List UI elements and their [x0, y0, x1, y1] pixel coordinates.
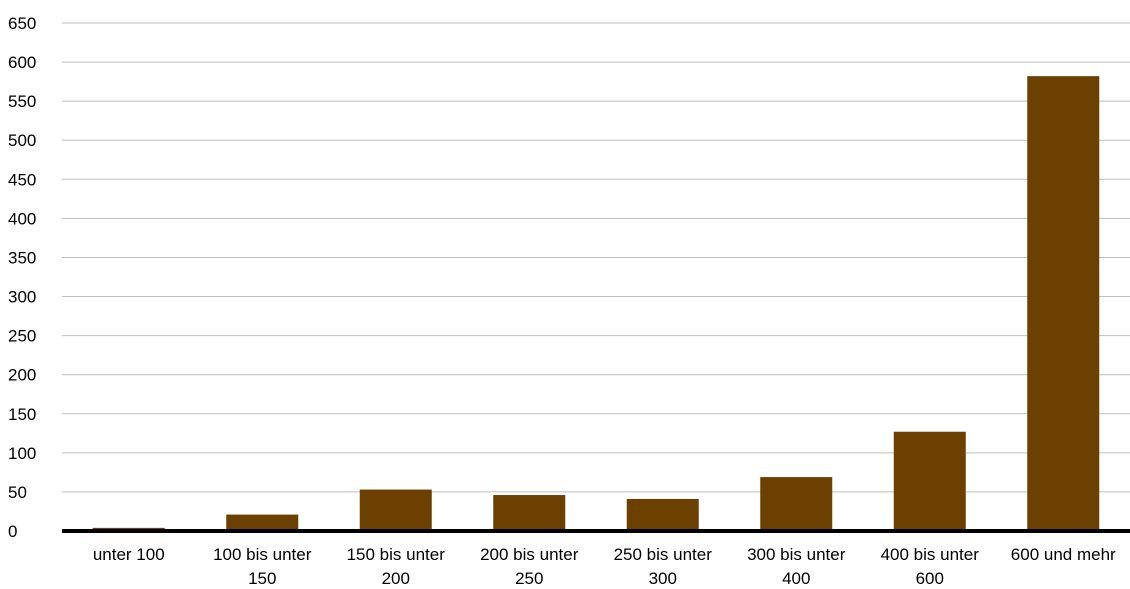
x-tick-label-line: unter 100 — [93, 545, 165, 564]
bar-4 — [626, 498, 699, 531]
y-tick-label: 250 — [8, 327, 36, 346]
y-axis-ticks: 0 50 100 150 200 250 300 350 400 450 500 550 600 650 — [8, 14, 36, 541]
bar-3 — [493, 495, 566, 531]
x-tick-label-line: 250 — [515, 569, 543, 588]
y-tick-label: 650 — [8, 14, 36, 33]
y-tick-label: 500 — [8, 131, 36, 150]
y-tick-label: 550 — [8, 92, 36, 111]
bar-5 — [760, 477, 833, 531]
x-tick-label-line: 400 bis unter — [881, 545, 980, 564]
x-tick-label: 600 und mehr — [1011, 545, 1116, 564]
x-tick-label-line: 600 — [916, 569, 944, 588]
y-tick-label: 350 — [8, 248, 36, 267]
y-tick-label: 200 — [8, 366, 36, 385]
x-tick-label-line: 300 bis unter — [747, 545, 846, 564]
y-tick-label: 100 — [8, 444, 36, 463]
gridlines — [62, 22, 1130, 493]
x-tick-label-line: 250 bis unter — [614, 545, 713, 564]
x-tick-label-line: 200 bis unter — [480, 545, 579, 564]
y-tick-label: 50 — [8, 483, 27, 502]
bar-7 — [1027, 76, 1100, 531]
bars — [92, 76, 1100, 531]
x-tick-label-line: 150 bis unter — [347, 545, 446, 564]
y-tick-label: 600 — [8, 53, 36, 72]
bar-6 — [893, 431, 966, 531]
x-tick-label: 150 bis unter 200 — [347, 545, 446, 588]
x-tick-label-line: 200 — [382, 569, 410, 588]
x-tick-label-line: 100 bis unter — [213, 545, 312, 564]
y-tick-label: 400 — [8, 209, 36, 228]
y-tick-label: 300 — [8, 288, 36, 307]
x-tick-label: 200 bis unter 250 — [480, 545, 579, 588]
x-tick-label: 300 bis unter 400 — [747, 545, 846, 588]
x-tick-label-line: 400 — [782, 569, 810, 588]
bar-2 — [359, 489, 432, 531]
y-tick-label: 450 — [8, 170, 36, 189]
y-tick-label: 0 — [8, 522, 17, 541]
bar-1 — [226, 514, 299, 531]
x-tick-label-line: 150 — [248, 569, 276, 588]
x-tick-label-line: 600 und mehr — [1011, 545, 1116, 564]
x-tick-label: 100 bis unter 150 — [213, 545, 312, 588]
x-tick-label: unter 100 — [93, 545, 165, 564]
x-axis-labels: unter 100 100 bis unter 150 150 bis unter 20… — [93, 545, 1116, 588]
x-tick-label: 250 bis unter 300 — [614, 545, 713, 588]
y-tick-label: 150 — [8, 405, 36, 424]
x-tick-label: 400 bis unter 600 — [881, 545, 980, 588]
x-tick-label-line: 300 — [649, 569, 677, 588]
